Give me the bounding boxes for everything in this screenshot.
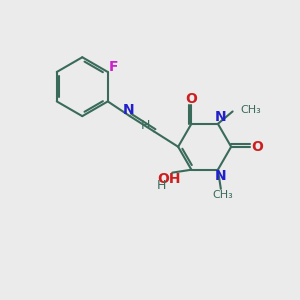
Text: CH₃: CH₃ xyxy=(212,190,233,200)
Text: O: O xyxy=(185,92,197,106)
Text: F: F xyxy=(108,60,118,74)
Text: H: H xyxy=(141,119,150,132)
Text: N: N xyxy=(214,169,226,183)
Text: O: O xyxy=(251,140,263,154)
Text: N: N xyxy=(123,103,134,117)
Text: CH₃: CH₃ xyxy=(240,105,261,115)
Text: N: N xyxy=(214,110,226,124)
Text: H: H xyxy=(156,178,166,191)
Text: OH: OH xyxy=(158,172,181,186)
